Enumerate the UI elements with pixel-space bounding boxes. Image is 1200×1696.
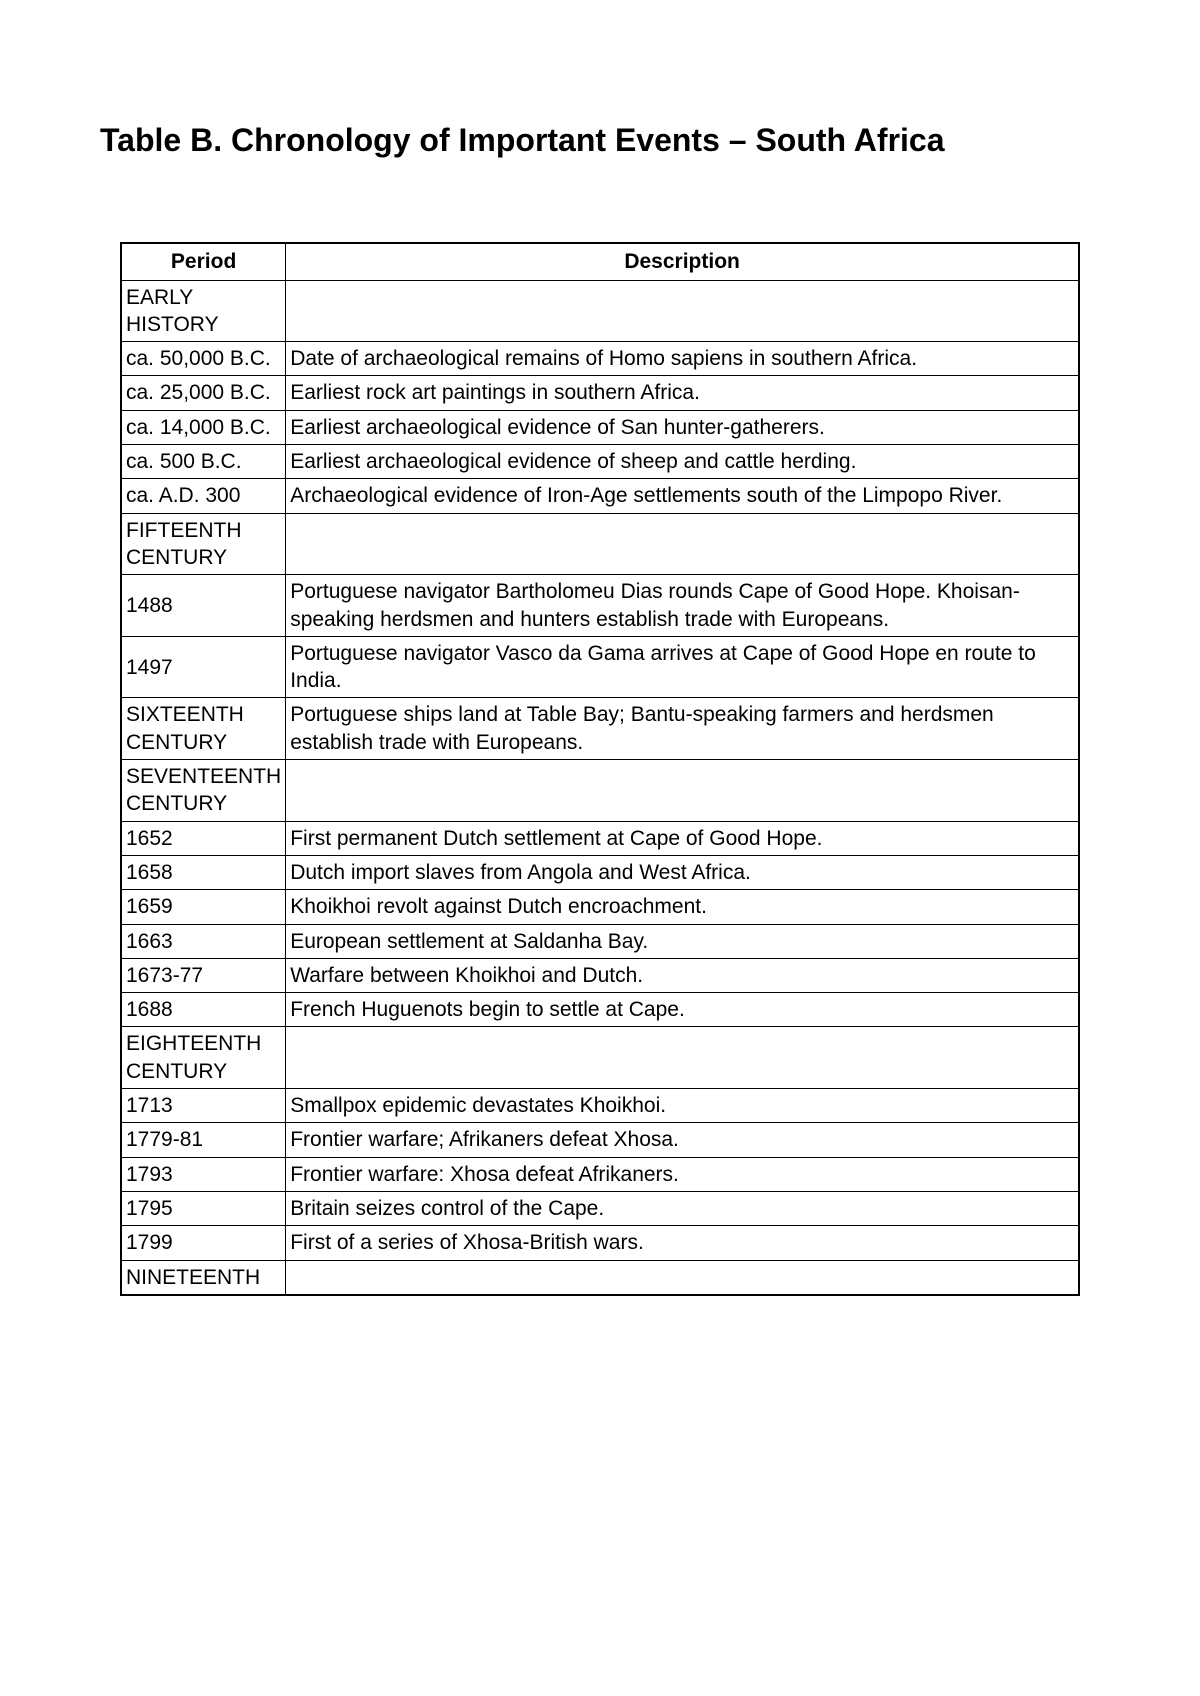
table-row: SEVENTEENTH CENTURY: [121, 760, 1079, 822]
table-row: 1488Portuguese navigator Bartholomeu Dia…: [121, 575, 1079, 637]
cell-description: Earliest archaeological evidence of San …: [286, 410, 1079, 444]
cell-description: [286, 1260, 1079, 1295]
table-row: 1779-81Frontier warfare; Afrikaners defe…: [121, 1123, 1079, 1157]
cell-period: 1799: [121, 1226, 286, 1260]
cell-description: [286, 1027, 1079, 1089]
cell-period: 1497: [121, 636, 286, 698]
cell-period: 1688: [121, 993, 286, 1027]
table-row: 1799First of a series of Xhosa-British w…: [121, 1226, 1079, 1260]
table-row: 1497Portuguese navigator Vasco da Gama a…: [121, 636, 1079, 698]
cell-period: SEVENTEENTH CENTURY: [121, 760, 286, 822]
cell-period: SIXTEENTH CENTURY: [121, 698, 286, 760]
table-row: 1795Britain seizes control of the Cape.: [121, 1191, 1079, 1225]
cell-period: EARLY HISTORY: [121, 280, 286, 342]
cell-description: Britain seizes control of the Cape.: [286, 1191, 1079, 1225]
cell-period: ca. A.D. 300: [121, 479, 286, 513]
cell-period: 1793: [121, 1157, 286, 1191]
table-row: 1658Dutch import slaves from Angola and …: [121, 855, 1079, 889]
cell-period: FIFTEENTH CENTURY: [121, 513, 286, 575]
table-row: 1673-77Warfare between Khoikhoi and Dutc…: [121, 958, 1079, 992]
table-row: ca. A.D. 300Archaeological evidence of I…: [121, 479, 1079, 513]
cell-description: European settlement at Saldanha Bay.: [286, 924, 1079, 958]
table-row: SIXTEENTH CENTURYPortuguese ships land a…: [121, 698, 1079, 760]
table-row: 1793Frontier warfare: Xhosa defeat Afrik…: [121, 1157, 1079, 1191]
table-row: NINETEENTH: [121, 1260, 1079, 1295]
cell-description: Portuguese ships land at Table Bay; Bant…: [286, 698, 1079, 760]
cell-description: Archaeological evidence of Iron-Age sett…: [286, 479, 1079, 513]
cell-period: 1658: [121, 855, 286, 889]
cell-description: Warfare between Khoikhoi and Dutch.: [286, 958, 1079, 992]
column-header-description: Description: [286, 243, 1079, 281]
cell-description: Earliest archaeological evidence of shee…: [286, 445, 1079, 479]
cell-period: 1659: [121, 890, 286, 924]
cell-description: First permanent Dutch settlement at Cape…: [286, 821, 1079, 855]
cell-description: Frontier warfare: Xhosa defeat Afrikaner…: [286, 1157, 1079, 1191]
cell-description: Khoikhoi revolt against Dutch encroachme…: [286, 890, 1079, 924]
table-header-row: Period Description: [121, 243, 1079, 281]
cell-description: [286, 280, 1079, 342]
cell-period: 1713: [121, 1089, 286, 1123]
table-row: 1652First permanent Dutch settlement at …: [121, 821, 1079, 855]
table-row: 1663European settlement at Saldanha Bay.: [121, 924, 1079, 958]
table-row: ca. 500 B.C.Earliest archaeological evid…: [121, 445, 1079, 479]
cell-description: Frontier warfare; Afrikaners defeat Xhos…: [286, 1123, 1079, 1157]
cell-period: ca. 14,000 B.C.: [121, 410, 286, 444]
cell-description: Portuguese navigator Vasco da Gama arriv…: [286, 636, 1079, 698]
cell-description: Smallpox epidemic devastates Khoikhoi.: [286, 1089, 1079, 1123]
table-row: ca. 14,000 B.C.Earliest archaeological e…: [121, 410, 1079, 444]
cell-period: ca. 500 B.C.: [121, 445, 286, 479]
table-body: EARLY HISTORYca. 50,000 B.C.Date of arch…: [121, 280, 1079, 1295]
table-row: EARLY HISTORY: [121, 280, 1079, 342]
table-row: EIGHTEENTH CENTURY: [121, 1027, 1079, 1089]
column-header-period: Period: [121, 243, 286, 281]
table-row: 1688French Huguenots begin to settle at …: [121, 993, 1079, 1027]
cell-period: ca. 50,000 B.C.: [121, 342, 286, 376]
cell-period: EIGHTEENTH CENTURY: [121, 1027, 286, 1089]
cell-description: [286, 513, 1079, 575]
cell-description: French Huguenots begin to settle at Cape…: [286, 993, 1079, 1027]
table-row: 1659Khoikhoi revolt against Dutch encroa…: [121, 890, 1079, 924]
cell-description: Date of archaeological remains of Homo s…: [286, 342, 1079, 376]
table-row: ca. 25,000 B.C.Earliest rock art paintin…: [121, 376, 1079, 410]
cell-period: 1663: [121, 924, 286, 958]
table-row: FIFTEENTH CENTURY: [121, 513, 1079, 575]
cell-period: NINETEENTH: [121, 1260, 286, 1295]
cell-description: Dutch import slaves from Angola and West…: [286, 855, 1079, 889]
table-row: ca. 50,000 B.C.Date of archaeological re…: [121, 342, 1079, 376]
chronology-table: Period Description EARLY HISTORYca. 50,0…: [120, 242, 1080, 1296]
cell-description: [286, 760, 1079, 822]
cell-description: First of a series of Xhosa-British wars.: [286, 1226, 1079, 1260]
cell-description: Portuguese navigator Bartholomeu Dias ro…: [286, 575, 1079, 637]
page-title: Table B. Chronology of Important Events …: [100, 120, 1100, 162]
cell-description: Earliest rock art paintings in southern …: [286, 376, 1079, 410]
table-row: 1713Smallpox epidemic devastates Khoikho…: [121, 1089, 1079, 1123]
cell-period: 1795: [121, 1191, 286, 1225]
cell-period: 1779-81: [121, 1123, 286, 1157]
cell-period: 1673-77: [121, 958, 286, 992]
cell-period: 1488: [121, 575, 286, 637]
cell-period: 1652: [121, 821, 286, 855]
cell-period: ca. 25,000 B.C.: [121, 376, 286, 410]
